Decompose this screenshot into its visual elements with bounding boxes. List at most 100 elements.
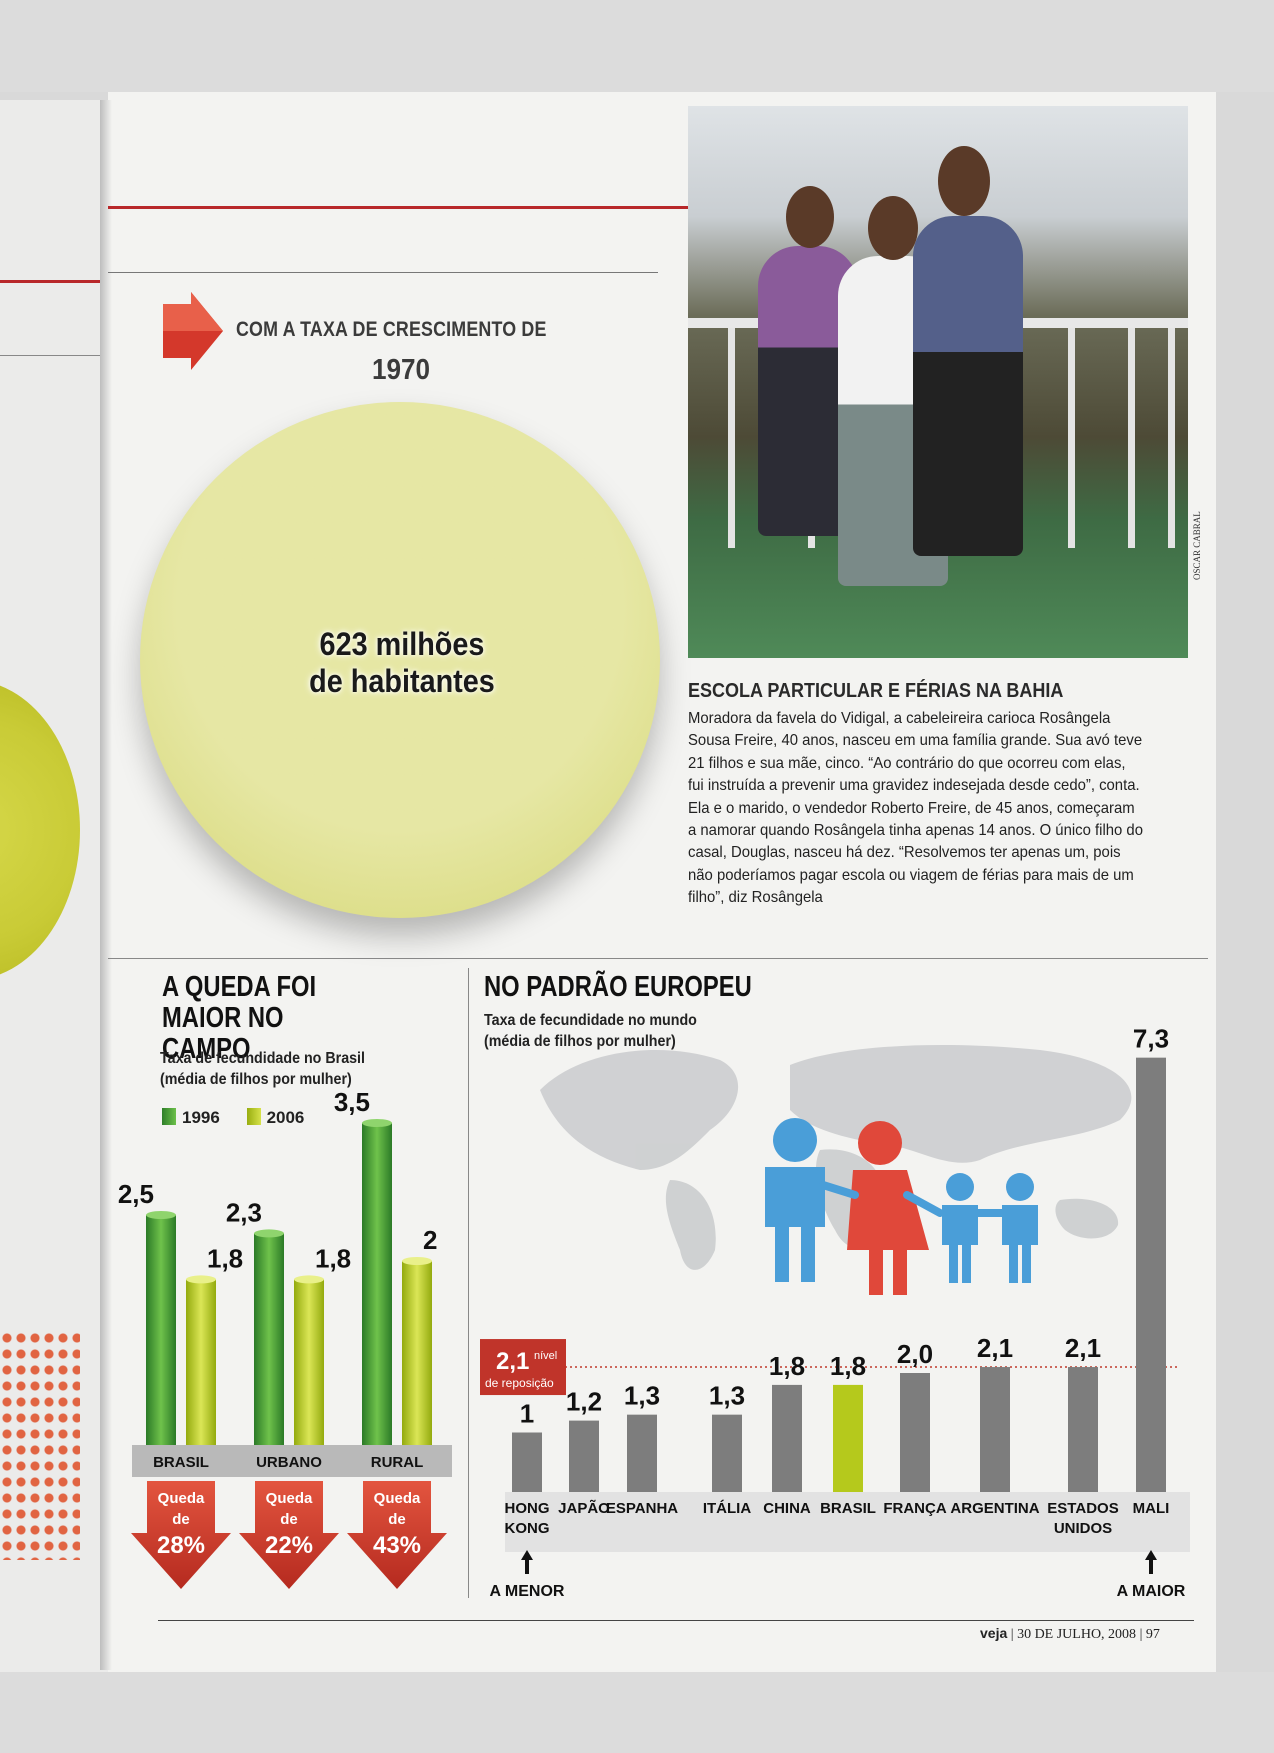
brazil-chart-legend: 1996 2006	[162, 1108, 326, 1128]
bar-2006-rural	[402, 1261, 432, 1445]
replacement-level-text2: de reposição	[485, 1376, 554, 1390]
bar-argentina	[980, 1367, 1010, 1492]
category-label-hong-kong: KONG	[505, 1520, 550, 1537]
drop-percent-urbano: 22%	[265, 1532, 313, 1559]
population-line-2: de habitantes	[309, 663, 495, 699]
bar-japão	[569, 1420, 599, 1492]
bar-itália	[712, 1414, 742, 1492]
population-line-1: 623 milhões	[319, 626, 485, 662]
previous-page-red-rule	[0, 280, 108, 283]
bar-2006-urbano	[294, 1279, 324, 1445]
bar-frança	[900, 1373, 930, 1492]
bar-top-1996-rural	[362, 1119, 392, 1127]
bar-mali	[1136, 1057, 1166, 1492]
brazil-chart-subtitle: Taxa de fecundidade no Brasil (média de …	[160, 1050, 365, 1088]
figure-mother-icon	[847, 1121, 929, 1295]
value-label-2006-rural: 2	[423, 1225, 437, 1255]
bar-top-2006-urbano	[294, 1275, 324, 1284]
category-band	[505, 1492, 1190, 1552]
drop-arrow-brasil	[131, 1481, 231, 1589]
drop-label-line2: de	[388, 1511, 406, 1528]
bar-top-2006-rural	[402, 1257, 432, 1265]
page-fold-shadow	[100, 100, 112, 1670]
value-label-1996-rural: 3,5	[334, 1087, 370, 1117]
category-label-estados-unidos: ESTADOS	[1047, 1500, 1118, 1517]
category-label-brasil: BRASIL	[153, 1454, 209, 1471]
population-circle	[140, 402, 660, 918]
value-label-japão: 1,2	[566, 1387, 602, 1417]
value-label-hong-kong: 1	[520, 1399, 534, 1429]
drop-percent-rural: 43%	[373, 1532, 421, 1559]
figure-child-1-icon	[942, 1173, 978, 1283]
photo-rail-post	[1128, 328, 1135, 548]
label-lowest: A MENOR	[490, 1583, 565, 1600]
value-label-mali: 7,3	[1133, 1024, 1169, 1054]
value-label-china: 1,8	[769, 1351, 805, 1381]
red-arrow-icon	[163, 292, 223, 370]
photo-credit: OSCAR CABRAL	[1192, 511, 1202, 580]
section-rule	[108, 958, 1208, 959]
world-fertility-chart: 2,1 nível de reposição 1 HONG KONG 1,2 JAPÃO 1,3…	[480, 1024, 1190, 1600]
caption-title: ESCOLA PARTICULAR E FÉRIAS NA BAHIA	[688, 680, 1064, 702]
photo-rail-post	[1168, 328, 1175, 548]
drop-percent-brasil: 28%	[157, 1532, 205, 1559]
photo-man	[913, 216, 1023, 556]
arrow-up-icon-min	[521, 1550, 533, 1574]
replacement-level-text1: nível	[534, 1350, 557, 1362]
value-label-espanha: 1,3	[624, 1381, 660, 1411]
figure-child-2-icon	[1002, 1173, 1038, 1283]
page-folio: veja | 30 DE JULHO, 2008 | 97	[980, 1625, 1160, 1642]
bar-hong-kong	[512, 1432, 542, 1492]
drop-label-line2: de	[280, 1511, 298, 1528]
category-label-itália: ITÁLIA	[703, 1500, 751, 1517]
scan-top-margin	[0, 0, 1274, 92]
drop-label-line1: Queda	[158, 1490, 205, 1507]
arrow-up-icon-max	[1145, 1550, 1157, 1574]
label-highest: A MAIOR	[1117, 1583, 1186, 1600]
footer-rule	[158, 1620, 1194, 1621]
legend-1996: 1996	[162, 1108, 220, 1127]
family-photo	[688, 106, 1188, 658]
value-label-argentina: 2,1	[977, 1333, 1013, 1363]
value-label-estados-unidos: 2,1	[1065, 1333, 1101, 1363]
photo-boy-head	[868, 196, 918, 260]
figure-father-icon	[765, 1118, 825, 1282]
category-label-estados-unidos: UNIDOS	[1054, 1520, 1112, 1537]
bar-estados-unidos	[1068, 1367, 1098, 1492]
drop-arrow-rural	[347, 1481, 447, 1589]
drop-label-line1: Queda	[374, 1490, 421, 1507]
category-label-espanha: ESPANHA	[606, 1500, 678, 1517]
category-label-japão: JAPÃO	[558, 1499, 610, 1517]
bar-1996-urbano	[254, 1233, 284, 1445]
top-grey-rule	[108, 272, 658, 273]
world-chart-subtitle: Taxa de fecundidade no mundo (média de f…	[484, 1012, 697, 1050]
legend-2006-label: 2006	[266, 1108, 305, 1127]
bar-2006-brasil	[186, 1279, 216, 1445]
value-label-1996-urbano: 2,3	[226, 1197, 262, 1227]
population-label: 623 milhões de habitantes	[249, 626, 555, 700]
bar-1996-brasil	[146, 1215, 176, 1445]
column-rule	[468, 968, 469, 1598]
category-label-brasil: BRASIL	[820, 1500, 876, 1517]
bar-top-2006-brasil	[186, 1275, 216, 1284]
kicker-text: COM A TAXA DE CRESCIMENTO DE	[236, 318, 547, 341]
drop-arrow-urbano	[239, 1481, 339, 1589]
value-label-2006-brasil: 1,8	[207, 1243, 243, 1273]
family-figures-icon	[765, 1118, 1038, 1295]
replacement-level-value: 2,1	[496, 1348, 529, 1375]
legend-2006: 2006	[246, 1108, 305, 1127]
scan-bottom-margin	[0, 1672, 1274, 1753]
category-label-frança: FRANÇA	[883, 1500, 946, 1517]
replacement-level-badge	[480, 1339, 566, 1396]
top-red-rule	[108, 206, 688, 209]
bar-top-1996-urbano	[254, 1229, 284, 1238]
caption-body: Moradora da favela do Vidigal, a cabelei…	[688, 710, 1143, 907]
legend-2006-swatch	[246, 1108, 261, 1125]
bar-top-1996-brasil	[146, 1211, 176, 1219]
photo-woman-head	[786, 186, 834, 248]
category-label-rural: RURAL	[371, 1454, 424, 1471]
value-label-brasil: 1,8	[830, 1351, 866, 1381]
bar-brasil	[833, 1384, 863, 1492]
previous-page-circle	[0, 680, 80, 980]
category-label-argentina: ARGENTINA	[950, 1500, 1039, 1517]
